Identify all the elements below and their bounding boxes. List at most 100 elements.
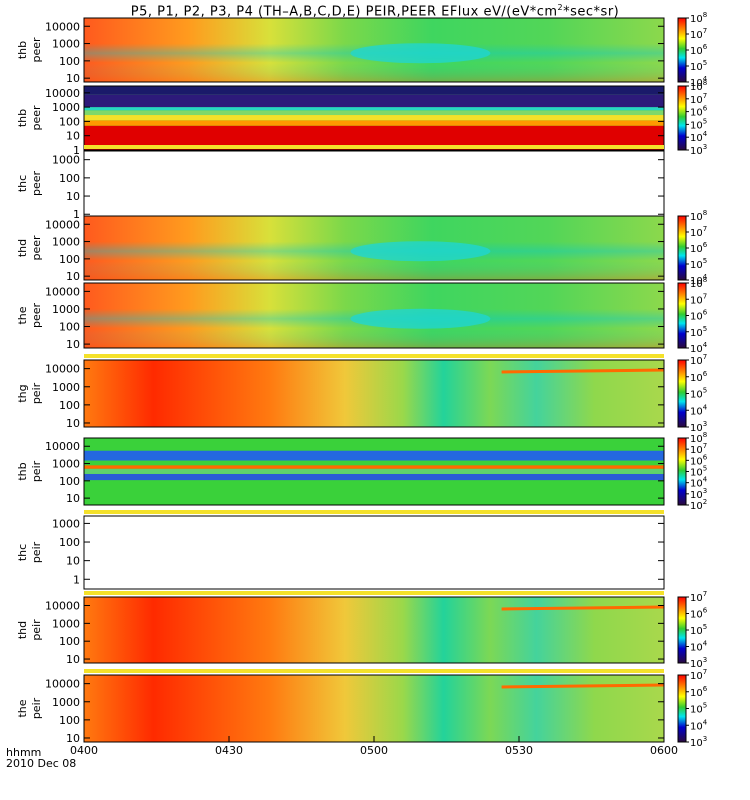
probe-label: thd <box>16 239 29 257</box>
colorbar-tick-label: 103 <box>690 143 707 157</box>
colorbar-tick-label: 103 <box>690 735 707 749</box>
time-axis: 0400 0430 0500 0530 0600 <box>70 736 678 757</box>
y-tick-label: 1000 <box>52 303 80 316</box>
colorbar-tick-label: 106 <box>690 241 708 255</box>
colorbar-tick-label: 105 <box>690 623 707 637</box>
colorbar <box>677 674 687 743</box>
energy-band-6 <box>84 86 664 95</box>
colorbar <box>677 596 687 664</box>
colorbar <box>677 437 687 506</box>
y-tick-label: 10 <box>66 492 80 505</box>
energy-band-4 <box>84 107 664 111</box>
energy-band-3 <box>84 460 664 466</box>
panel-frame <box>83 215 665 281</box>
date-label: 2010 Dec 08 <box>6 757 77 770</box>
y-tick-label: 1000 <box>52 154 80 167</box>
y-tick-label: 10000 <box>45 87 80 100</box>
y-tick-label: 10 <box>66 732 80 745</box>
probe-label: thc <box>16 544 29 561</box>
probe-label: thg <box>16 384 29 402</box>
y-tick-label: 100 <box>59 55 80 68</box>
y-tick-label: 100 <box>59 536 80 549</box>
probe-label: thc <box>16 175 29 192</box>
ion-beam <box>501 683 665 689</box>
colorbar-tick-label: 104 <box>690 403 708 417</box>
y-tick-label: 100 <box>59 172 80 185</box>
panel-header-strip <box>84 354 664 358</box>
colorbar-tick-label: 104 <box>690 640 708 654</box>
colorbar-tick-label: 104 <box>690 718 708 732</box>
colorbar-tick-label: 106 <box>690 685 708 699</box>
product-label: peir <box>30 541 43 563</box>
panel-thc-peir-7: 1 10 100 1000 thc peir <box>16 510 665 590</box>
y-tick-label: 1 <box>73 144 80 157</box>
product-label: peer <box>30 235 43 261</box>
y-tick-label: 10000 <box>45 20 80 33</box>
y-tick-label: 10 <box>66 417 80 430</box>
product-label: peir <box>30 460 43 482</box>
y-tick-label: 10 <box>66 555 80 568</box>
colorbar-tick-label: 106 <box>690 43 708 57</box>
energy-band-4 <box>84 450 664 461</box>
probe-label: the <box>16 306 29 324</box>
panel-frame <box>83 359 665 428</box>
y-tick-label: 10000 <box>45 678 80 691</box>
flux-minimum-patch <box>350 43 491 64</box>
colorbar <box>677 282 687 349</box>
y-tick-label: 10000 <box>45 363 80 376</box>
colorbar-tick-label: 107 <box>690 590 707 604</box>
chart-title: P5, P1, P2, P3, P4 (TH–A,B,C,D,E) PEIR,P… <box>0 0 750 20</box>
panel-fill-empty <box>84 151 664 216</box>
colorbar <box>677 17 687 83</box>
x-tick-label: 0500 <box>360 744 388 757</box>
ion-beam <box>501 605 665 611</box>
probe-label: the <box>16 699 29 717</box>
colorbar-tick-label: 105 <box>690 59 707 73</box>
y-tick-label: 10000 <box>45 218 80 231</box>
panel-frame <box>83 596 665 664</box>
y-tick-label: 10000 <box>45 600 80 613</box>
panel-thc-peer-2: 1 10 100 1000 thc peer <box>16 145 665 221</box>
y-tick-label: 100 <box>59 253 80 266</box>
colorbar-tick-label: 105 <box>690 325 707 339</box>
panel-header-strip <box>84 669 664 673</box>
energy-band-2 <box>84 465 664 469</box>
energy-band-1 <box>84 468 664 474</box>
energy-band-0 <box>84 473 664 481</box>
colorbar-tick-label: 106 <box>690 607 708 621</box>
product-label: peir <box>30 697 43 719</box>
product-label: peer <box>30 303 43 329</box>
y-tick-label: 10 <box>66 190 80 203</box>
colorbar-tick-label: 106 <box>690 370 708 384</box>
probe-label: thb <box>16 462 29 480</box>
y-tick-label: 100 <box>59 399 80 412</box>
y-tick-label: 1 <box>73 208 80 221</box>
flux-minimum-patch <box>350 308 491 329</box>
chart-title-suffix: *sec*sr) <box>563 4 620 20</box>
energy-band-3 <box>84 110 664 116</box>
energy-band-2 <box>84 115 664 121</box>
y-tick-label: 100 <box>59 635 80 648</box>
panel-fill-empty <box>84 516 664 589</box>
time-axis-label: hhmm <box>6 746 42 759</box>
x-tick-label: 0430 <box>215 744 243 757</box>
y-tick-label: 1000 <box>52 101 80 114</box>
y-tick-label: 1000 <box>52 458 80 471</box>
product-label: peir <box>30 619 43 641</box>
y-tick-label: 100 <box>59 115 80 128</box>
panel-frame <box>83 17 665 83</box>
chart-title-superscript: 2 <box>557 3 564 12</box>
colorbar <box>677 85 687 151</box>
panel-frame <box>83 282 665 349</box>
colorbar-tick-label: 108 <box>690 11 707 25</box>
colorbar-tick-label: 107 <box>690 668 707 682</box>
y-tick-label: 10 <box>66 72 80 85</box>
colorbar-tick-label: 105 <box>690 387 707 401</box>
probe-label: thd <box>16 621 29 639</box>
